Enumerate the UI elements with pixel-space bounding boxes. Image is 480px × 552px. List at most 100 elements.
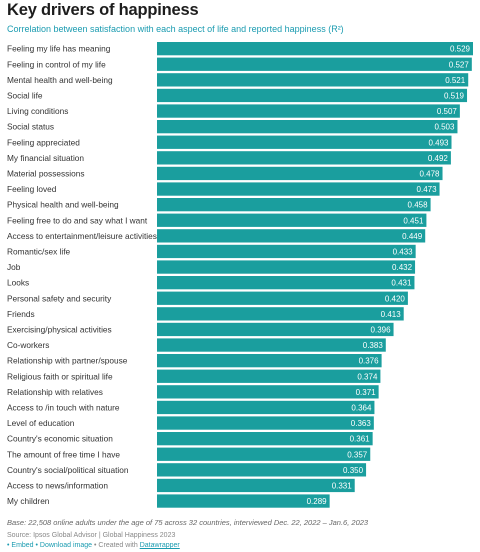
value-label: 0.431	[391, 279, 412, 288]
value-label: 0.396	[371, 325, 392, 334]
category-label: Living conditions	[7, 106, 68, 116]
value-label: 0.527	[449, 60, 470, 69]
bar	[157, 151, 451, 165]
value-label: 0.374	[357, 372, 378, 381]
bar	[157, 276, 415, 290]
value-label: 0.433	[393, 247, 414, 256]
category-label: Access to entertainment/leisure activiti…	[7, 231, 157, 241]
value-label: 0.492	[428, 154, 449, 163]
value-label: 0.521	[445, 76, 466, 85]
bar	[157, 244, 416, 259]
category-label: The amount of free time I have	[7, 449, 120, 459]
bar	[157, 260, 416, 274]
bar	[157, 369, 381, 383]
chart-title: Key drivers of happiness	[7, 1, 199, 19]
category-label: Romantic/sex life	[7, 246, 71, 256]
datawrapper-link[interactable]: Datawrapper	[139, 542, 180, 549]
value-label: 0.451	[403, 216, 424, 225]
bar-chart: Feeling my life has meaning 0.529 Feeling …	[7, 42, 473, 508]
category-label: Social life	[7, 90, 43, 100]
bar	[157, 73, 469, 87]
category-label: Feeling my life has meaning	[7, 44, 111, 54]
category-label: Physical health and well-being	[7, 200, 119, 210]
category-label: Religious faith or spiritual life	[7, 371, 113, 381]
value-label: 0.361	[350, 435, 371, 444]
value-label: 0.458	[408, 201, 429, 210]
category-label: Friends	[7, 309, 35, 319]
category-label: Mental health and well-being	[7, 75, 113, 85]
bar	[157, 104, 460, 118]
value-label: 0.507	[437, 107, 458, 116]
category-label: Access to /in touch with nature	[7, 402, 120, 412]
created-with-text: • Created with	[94, 542, 138, 549]
bar	[157, 198, 431, 212]
bar	[157, 229, 426, 243]
category-label: Country's economic situation	[7, 434, 113, 444]
bar	[157, 135, 452, 149]
category-label: Feeling appreciated	[7, 137, 80, 147]
bar	[157, 338, 386, 352]
category-label: Feeling in control of my life	[7, 59, 106, 69]
category-label: My children	[7, 496, 50, 506]
category-label: Looks	[7, 278, 29, 288]
value-label: 0.376	[359, 357, 380, 366]
value-label: 0.473	[417, 185, 438, 194]
value-label: 0.478	[419, 169, 440, 178]
chart-note: Base: 22,508 online adults under the age…	[7, 518, 369, 527]
bar	[157, 307, 404, 321]
category-label: Relationship with relatives	[7, 387, 103, 397]
bar	[157, 182, 440, 196]
download-image-link[interactable]: • Download image	[35, 542, 93, 549]
value-label: 0.364	[351, 403, 372, 412]
bar	[157, 322, 394, 337]
category-label: Country's social/political situation	[7, 465, 129, 475]
value-label: 0.289	[307, 497, 328, 506]
bar	[157, 213, 427, 227]
value-label: 0.413	[381, 310, 402, 319]
value-label: 0.363	[351, 419, 372, 428]
value-label: 0.350	[343, 466, 364, 475]
value-label: 0.383	[363, 341, 384, 350]
bar	[157, 494, 330, 508]
bar	[157, 416, 374, 430]
embed-link[interactable]: • Embed	[7, 542, 34, 549]
category-label: Feeling free to do and say what I want	[7, 215, 148, 225]
value-label: 0.420	[385, 294, 406, 303]
value-label: 0.519	[444, 91, 465, 100]
bar	[157, 120, 458, 134]
category-label: Job	[7, 262, 21, 272]
category-label: Co-workers	[7, 340, 49, 350]
bar	[157, 447, 371, 461]
bar	[157, 400, 375, 415]
value-label: 0.529	[450, 45, 471, 54]
category-label: Level of education	[7, 418, 75, 428]
value-label: 0.331	[332, 481, 353, 490]
bar	[157, 478, 355, 493]
chart-subtitle: Correlation between satisfaction with ea…	[7, 24, 344, 34]
value-label: 0.503	[434, 123, 455, 132]
category-label: Social status	[7, 122, 54, 132]
category-label: Feeling loved	[7, 184, 57, 194]
bar	[157, 166, 443, 181]
bar	[157, 291, 408, 305]
bar	[157, 463, 367, 477]
bar	[157, 57, 472, 71]
chart-footer: • Embed • Download image • Created with …	[7, 542, 180, 549]
value-label: 0.371	[356, 388, 377, 397]
category-label: My financial situation	[7, 153, 84, 163]
category-label: Material possessions	[7, 168, 84, 178]
value-label: 0.357	[347, 450, 368, 459]
bar	[157, 432, 373, 446]
bar	[157, 88, 468, 103]
bar	[157, 42, 473, 56]
bar	[157, 385, 379, 399]
chart-source: Source: Ipsos Global Advisor | Global Ha…	[7, 532, 176, 539]
value-label: 0.449	[402, 232, 423, 241]
category-label: Access to news/information	[7, 480, 108, 490]
value-label: 0.432	[392, 263, 413, 272]
category-label: Personal safety and security	[7, 293, 112, 303]
category-label: Relationship with partner/spouse	[7, 356, 128, 366]
category-label: Exercising/physical activities	[7, 324, 112, 334]
bar	[157, 354, 382, 368]
value-label: 0.493	[428, 138, 449, 147]
